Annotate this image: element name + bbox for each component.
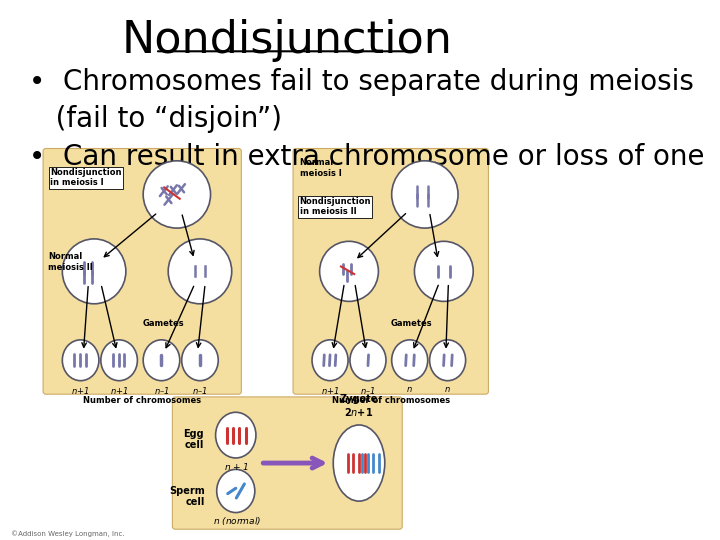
- Text: Egg
cell: Egg cell: [184, 429, 204, 450]
- Ellipse shape: [217, 469, 255, 512]
- FancyBboxPatch shape: [172, 397, 402, 529]
- Text: $n$–1: $n$–1: [360, 385, 376, 396]
- Ellipse shape: [63, 340, 99, 381]
- FancyBboxPatch shape: [43, 148, 241, 394]
- Ellipse shape: [415, 241, 473, 301]
- Text: Sperm
cell: Sperm cell: [169, 485, 205, 507]
- Text: Number of chromosomes: Number of chromosomes: [332, 396, 450, 405]
- Text: Nondisjunction
in meiosis II: Nondisjunction in meiosis II: [300, 197, 372, 216]
- Text: Normal
meiosis II: Normal meiosis II: [48, 252, 93, 272]
- Ellipse shape: [181, 340, 218, 381]
- Ellipse shape: [215, 413, 256, 458]
- Ellipse shape: [392, 161, 458, 228]
- Text: $n$+1: $n$+1: [321, 385, 339, 396]
- Text: $n$+1: $n$+1: [71, 385, 90, 396]
- Text: $n$–1: $n$–1: [192, 385, 208, 396]
- Ellipse shape: [63, 239, 126, 304]
- Text: Nondisjunction: Nondisjunction: [122, 19, 453, 62]
- Text: Gametes: Gametes: [143, 319, 184, 328]
- Text: Number of chromosomes: Number of chromosomes: [83, 396, 202, 405]
- Ellipse shape: [312, 340, 348, 381]
- Ellipse shape: [350, 340, 386, 381]
- Text: $n$: $n$: [406, 385, 413, 394]
- Ellipse shape: [392, 340, 428, 381]
- Text: Nondisjunction
in meiosis I: Nondisjunction in meiosis I: [50, 168, 121, 187]
- Text: $n$ + 1: $n$ + 1: [224, 461, 250, 471]
- Ellipse shape: [101, 340, 138, 381]
- Ellipse shape: [320, 241, 379, 301]
- Text: (fail to “disjoin”): (fail to “disjoin”): [29, 105, 282, 133]
- Text: $n$: $n$: [444, 385, 451, 394]
- Text: $n$–1: $n$–1: [153, 385, 169, 396]
- FancyBboxPatch shape: [293, 148, 488, 394]
- Text: Gametes: Gametes: [391, 319, 432, 328]
- Text: Normal
meiosis I: Normal meiosis I: [300, 158, 341, 178]
- Text: •  Chromosomes fail to separate during meiosis: • Chromosomes fail to separate during me…: [29, 68, 693, 96]
- Ellipse shape: [430, 340, 466, 381]
- Text: •  Can result in extra chromosome or loss of one: • Can result in extra chromosome or loss…: [29, 143, 704, 171]
- Ellipse shape: [143, 161, 210, 228]
- Ellipse shape: [168, 239, 232, 304]
- Text: $n$ (normal): $n$ (normal): [212, 515, 261, 527]
- Text: $n$+1: $n$+1: [110, 385, 128, 396]
- Text: ©Addison Wesley Longman, Inc.: ©Addison Wesley Longman, Inc.: [12, 531, 125, 537]
- Text: Zygote
2$n$+1: Zygote 2$n$+1: [340, 395, 378, 418]
- Ellipse shape: [333, 425, 384, 501]
- Ellipse shape: [143, 340, 180, 381]
